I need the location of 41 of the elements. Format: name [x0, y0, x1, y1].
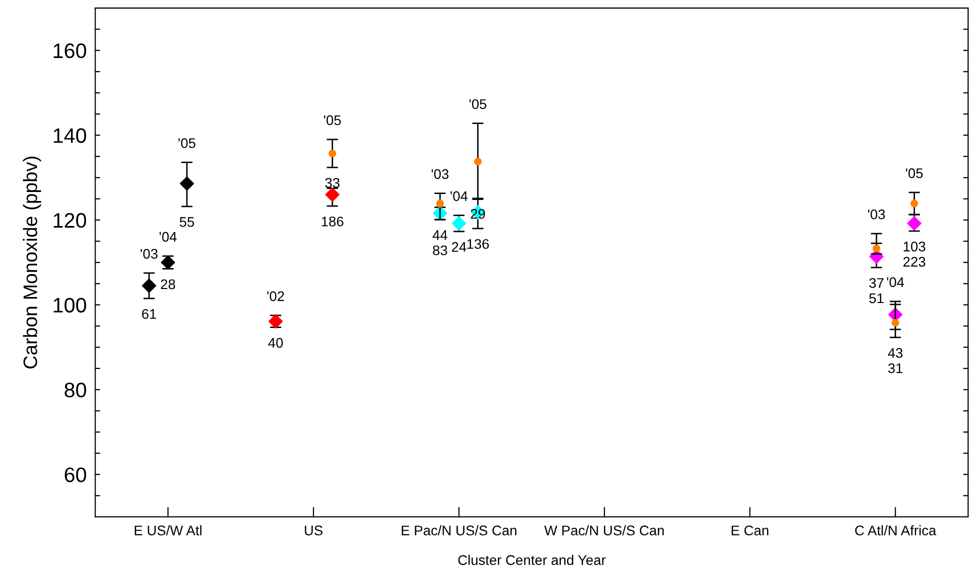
annotation: '03: [432, 169, 448, 179]
annotation: 55: [180, 217, 194, 227]
y-tick-label: 120: [54, 213, 86, 228]
x-tick-label: E US/W Atl: [134, 525, 202, 536]
annotation: 186: [322, 216, 344, 226]
annotation: 61: [142, 309, 156, 319]
annotation: '04: [450, 191, 468, 202]
annotation: 40: [268, 338, 283, 348]
annotation: '04: [160, 232, 177, 242]
annotation: 31: [888, 363, 902, 374]
annotation: 28: [160, 279, 176, 290]
annotation: '02: [267, 291, 284, 302]
x-tick-label: C Atl/N Africa: [855, 525, 936, 536]
x-axis-title: Cluster Center and Year: [458, 554, 606, 565]
annotation: '03: [868, 209, 885, 220]
annotation: '05: [324, 115, 341, 126]
x-tick-label: E Can: [732, 526, 768, 536]
x-tick-label: US: [304, 526, 322, 536]
x-tick-label: E Pac/N US/S Can: [402, 525, 516, 536]
annotation: '05: [470, 99, 486, 110]
y-tick-label: 100: [54, 298, 86, 313]
annotation: 33: [325, 178, 340, 188]
annotation: 37: [869, 278, 884, 288]
annotation: 83: [432, 245, 448, 256]
annotation: 24: [452, 242, 466, 252]
annotation: '05: [178, 138, 196, 148]
annotation: '05: [906, 168, 923, 178]
annotation: 136: [467, 239, 489, 249]
y-tick-label: 140: [54, 128, 86, 143]
annotation: '03: [140, 248, 158, 259]
x-tick-label: W Pac/N US/S Can: [544, 525, 664, 536]
annotation: 51: [869, 294, 884, 304]
annotation: 223: [903, 256, 926, 267]
y-axis-title: Carbon Monoxide (ppbv): [22, 156, 42, 368]
annotation: 103: [904, 242, 926, 252]
annotation: '04: [887, 277, 904, 288]
y-tick-label: 80: [64, 382, 86, 398]
y-tick-label: 60: [64, 467, 86, 482]
annotation: 43: [888, 348, 902, 358]
y-tick-label: 160: [54, 43, 86, 58]
annotation: 44: [432, 230, 448, 240]
